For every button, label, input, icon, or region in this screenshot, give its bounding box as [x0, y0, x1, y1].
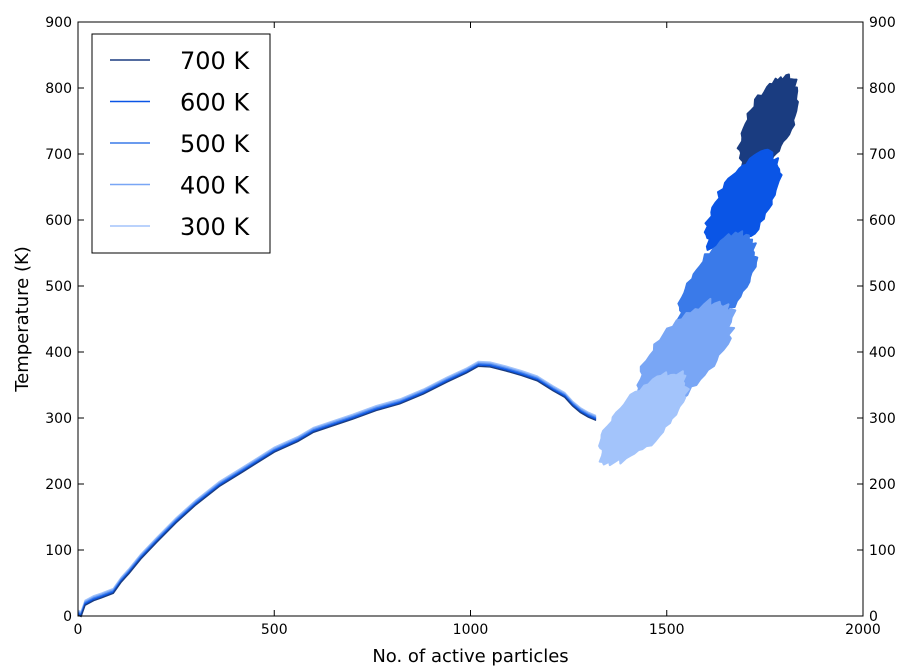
y-right-tick-label: 300 — [869, 411, 896, 427]
path-300k — [77, 360, 597, 613]
cluster-700k — [736, 73, 799, 177]
y-axis-left: 0 100 200 300 400 500 600 700 800 900 — [45, 15, 84, 625]
cluster-layer — [598, 73, 799, 467]
y-axis-right: 0 100 200 300 400 500 600 700 800 900 — [857, 15, 896, 625]
y-right-tick-label: 900 — [869, 15, 896, 31]
y-tick-label: 900 — [45, 15, 72, 31]
y-tick-label: 0 — [63, 609, 72, 625]
cluster-300k — [598, 370, 690, 467]
y-tick-label: 600 — [45, 213, 72, 229]
x-tick-label: 500 — [261, 622, 288, 638]
y-right-tick-label: 500 — [869, 279, 896, 295]
path-700k — [77, 365, 597, 618]
legend-label: 300 K — [180, 213, 250, 241]
x-tick-label: 2000 — [845, 622, 881, 638]
y-tick-label: 700 — [45, 147, 72, 163]
y-tick-label: 800 — [45, 81, 72, 97]
y-right-tick-label: 600 — [869, 213, 896, 229]
y-right-tick-label: 0 — [869, 609, 878, 625]
y-right-tick-label: 800 — [869, 81, 896, 97]
legend-label: 700 K — [180, 47, 250, 75]
cluster-600k — [703, 148, 783, 257]
path-layer — [77, 360, 597, 618]
x-axis: 0 500 1000 1500 2000 — [74, 22, 881, 638]
y-tick-label: 200 — [45, 477, 72, 493]
x-tick-label: 1000 — [453, 622, 489, 638]
path-600k — [77, 364, 597, 617]
x-tick-label: 1500 — [649, 622, 685, 638]
y-right-tick-label: 200 — [869, 477, 896, 493]
legend-label: 400 K — [180, 172, 250, 200]
y-axis-label: Temperature (K) — [12, 246, 33, 393]
y-right-tick-label: 400 — [869, 345, 896, 361]
y-right-tick-label: 700 — [869, 147, 896, 163]
x-axis-label: No. of active particles — [372, 646, 568, 667]
y-tick-label: 400 — [45, 345, 72, 361]
y-tick-label: 500 — [45, 279, 72, 295]
path-400k — [77, 361, 597, 614]
y-tick-label: 100 — [45, 543, 72, 559]
x-tick-label: 0 — [74, 622, 83, 638]
legend-label: 500 K — [180, 130, 250, 158]
path-500k — [77, 363, 597, 615]
legend-label: 600 K — [180, 89, 250, 117]
legend: 700 K 600 K 500 K 400 K 300 K — [91, 33, 271, 254]
y-right-tick-label: 100 — [869, 543, 896, 559]
y-tick-label: 300 — [45, 411, 72, 427]
